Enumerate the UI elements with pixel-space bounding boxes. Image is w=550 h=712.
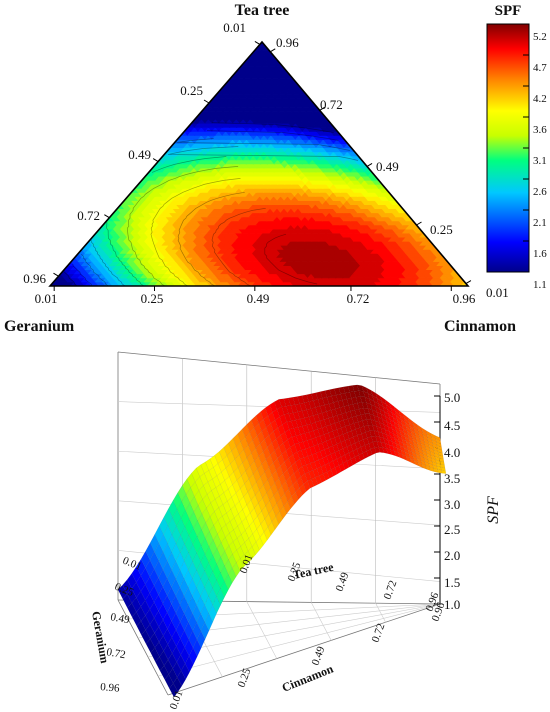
z-axis-label: SPF: [485, 496, 502, 524]
ternary-contour-fill: [50, 42, 468, 286]
geranium-tick-label: 0.49: [109, 611, 131, 626]
grid-line: [246, 601, 278, 659]
cinnamon-axis-label: Cinnamon: [280, 661, 336, 694]
colorbar-tick-label: 1.1: [533, 279, 547, 291]
bottom-tick-label: 0.01: [35, 291, 58, 306]
z-tick-label: 4.5: [444, 418, 460, 433]
bottom-tick-label: 0.96: [453, 291, 476, 306]
colorbar-tick-label: 2.1: [533, 217, 547, 229]
cinnamon-tick-label: 0.25: [236, 666, 254, 689]
box-edge: [117, 351, 441, 385]
right-tick-label: 0.72: [320, 97, 343, 112]
surface-3d-plot: 1.0 1.5 2.0 2.5 3.0 3.5 4.0 4.5 5.0 SPF …: [89, 351, 502, 711]
colorbar-tick-label: 1.6: [533, 248, 547, 260]
colorbar-tick-label: 4.2: [533, 93, 547, 105]
colorbar-title: SPF: [495, 3, 522, 19]
ternary-tick: [203, 99, 210, 104]
bottom-tick-label: 0.25: [141, 291, 164, 306]
ternary-tick: [269, 48, 276, 53]
left-tick-label: 0.01: [223, 20, 246, 35]
bottom-tick-label: 0.49: [247, 291, 270, 306]
ternary-tick: [152, 158, 159, 162]
ternary-tick: [53, 272, 59, 277]
z-tick-label: 5.0: [444, 390, 460, 405]
left-tick-label: 0.49: [128, 147, 151, 162]
tea-tree-tick-label: 0.49: [334, 570, 352, 593]
z-tick-label: 2.5: [444, 522, 460, 537]
response-surface: [117, 384, 447, 698]
cinnamon-tick-label: 0.72: [370, 622, 388, 644]
colorbar-tick-label: 4.7: [533, 62, 547, 74]
grid-line: [310, 602, 332, 641]
z-tick-label: 1.0: [444, 597, 460, 612]
right-tick-label: 0.25: [430, 222, 453, 237]
tea-tree-tick-label: 0.72: [382, 579, 400, 601]
left-tick-label: 0.96: [23, 271, 46, 286]
ternary-tick: [254, 41, 261, 45]
bottom-tick-label: 0.72: [347, 291, 370, 306]
cinnamon-tick-label: 0.01: [168, 689, 186, 711]
geranium-tick-label: 0.96: [100, 681, 121, 695]
colorbar-tick-label: 5.2: [533, 31, 547, 43]
z-tick-label: 4.0: [444, 445, 460, 460]
left-tick-label: 0.25: [180, 83, 203, 98]
right-tick-label: 0.01: [486, 285, 509, 300]
vertex-label-geranium: Geranium: [4, 318, 75, 335]
z-tick-label: 1.5: [444, 575, 460, 590]
colorbar-tick-label: 3.6: [533, 124, 547, 136]
left-tick-label: 0.72: [77, 208, 100, 223]
ternary-tick: [465, 280, 472, 284]
colorbar-tick-label: 3.1: [533, 155, 547, 167]
ternary-tick: [104, 214, 110, 219]
z-tick-label: 2.0: [444, 548, 460, 563]
ternary-tick: [366, 163, 373, 167]
ternary-contour-plot: Tea tree Geranium Cinnamon 0.01 0.25 0.4…: [4, 2, 516, 335]
vertex-label-tea-tree: Tea tree: [235, 2, 290, 19]
ternary-tick: [416, 221, 422, 226]
vertex-label-cinnamon: Cinnamon: [444, 318, 516, 335]
z-tick-label: 3.0: [444, 497, 460, 512]
right-tick-label: 0.96: [276, 35, 299, 50]
colorbar-tick-label: 2.6: [533, 186, 547, 198]
z-tick-label: 3.5: [444, 471, 460, 486]
colorbar: SPF 5.2 4.7 4.2 3.6 3.1 2.6 2.1 1.6 1.1: [486, 3, 547, 291]
right-tick-label: 0.49: [376, 159, 399, 174]
colorbar-gradient: [486, 23, 530, 273]
